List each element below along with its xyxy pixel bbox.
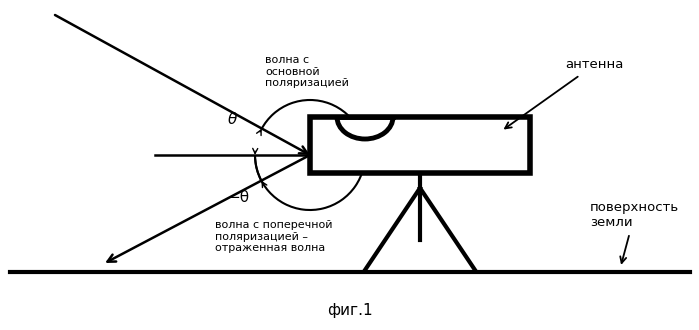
Text: фиг.1: фиг.1 [327, 303, 373, 317]
Text: волна с поперечной
поляризацией –
отраженная волна: волна с поперечной поляризацией – отраже… [215, 220, 333, 253]
Bar [310, 117, 530, 173]
Text: антенна: антенна [505, 58, 624, 128]
Text: −θ: −θ [227, 189, 249, 205]
Text: θ: θ [227, 113, 237, 127]
Text: поверхность
земли: поверхность земли [590, 201, 679, 263]
Text: волна с
основной
поляризацией: волна с основной поляризацией [265, 55, 349, 88]
